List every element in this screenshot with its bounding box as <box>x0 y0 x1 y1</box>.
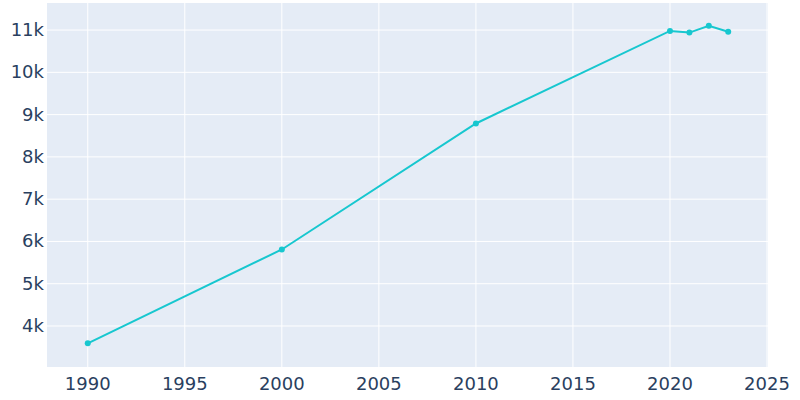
x-tick-label: 2010 <box>453 373 499 394</box>
marker <box>279 246 285 252</box>
y-tick-label: 4k <box>22 315 44 336</box>
x-tick-label: 2005 <box>356 373 402 394</box>
y-tick-label: 5k <box>22 273 44 294</box>
x-tick-label: 2000 <box>259 373 305 394</box>
y-grid-line <box>47 156 768 157</box>
x-grid-line <box>572 3 573 367</box>
line <box>88 26 728 344</box>
marker <box>706 23 712 29</box>
y-grid-line <box>47 199 768 200</box>
y-grid-line <box>47 283 768 284</box>
y-tick-label: 6k <box>22 230 44 251</box>
y-tick-label: 10k <box>11 61 45 82</box>
series <box>85 23 731 346</box>
y-grid-line <box>47 30 768 31</box>
x-tick-label: 2015 <box>550 373 596 394</box>
x-tick-label: 2020 <box>647 373 693 394</box>
x-grid-line <box>87 3 88 367</box>
y-grid-line <box>47 241 768 242</box>
y-tick-label: 7k <box>22 188 44 209</box>
x-tick-label: 1990 <box>65 373 111 394</box>
x-grid-line <box>767 3 768 367</box>
y-grid-line <box>47 72 768 73</box>
marker <box>473 120 479 126</box>
x-grid-line <box>378 3 379 367</box>
y-tick-label: 8k <box>22 146 44 167</box>
y-tick-label: 9k <box>22 104 44 125</box>
marker <box>667 28 673 34</box>
y-grid-line <box>47 114 768 115</box>
x-tick-label: 1995 <box>162 373 208 394</box>
x-grid-line <box>184 3 185 367</box>
y-grid-line <box>47 325 768 326</box>
x-tick-label: 2025 <box>744 373 790 394</box>
marker <box>686 30 692 36</box>
plot-area <box>47 3 768 367</box>
x-grid-line <box>669 3 670 367</box>
chart: 1990 1995 2000 2005 2010 2015 2020 2025 4k 5k 6k 7k… <box>0 0 800 400</box>
x-grid-line <box>281 3 282 367</box>
y-tick-label: 11k <box>11 19 45 40</box>
x-grid-line <box>475 3 476 367</box>
marker <box>85 340 91 346</box>
marker <box>725 29 731 35</box>
